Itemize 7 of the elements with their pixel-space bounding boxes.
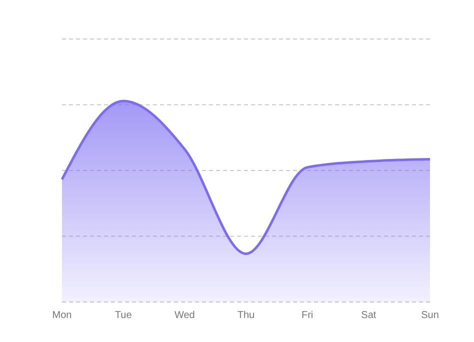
x-tick-label: Sun <box>421 310 439 321</box>
x-tick-label: Sat <box>361 310 376 321</box>
x-tick-label: Wed <box>174 310 195 321</box>
x-tick-label: Fri <box>301 310 314 321</box>
x-tick-label: Mon <box>52 310 72 321</box>
x-tick-label: Thu <box>237 310 255 321</box>
x-tick-label: Tue <box>114 310 132 321</box>
